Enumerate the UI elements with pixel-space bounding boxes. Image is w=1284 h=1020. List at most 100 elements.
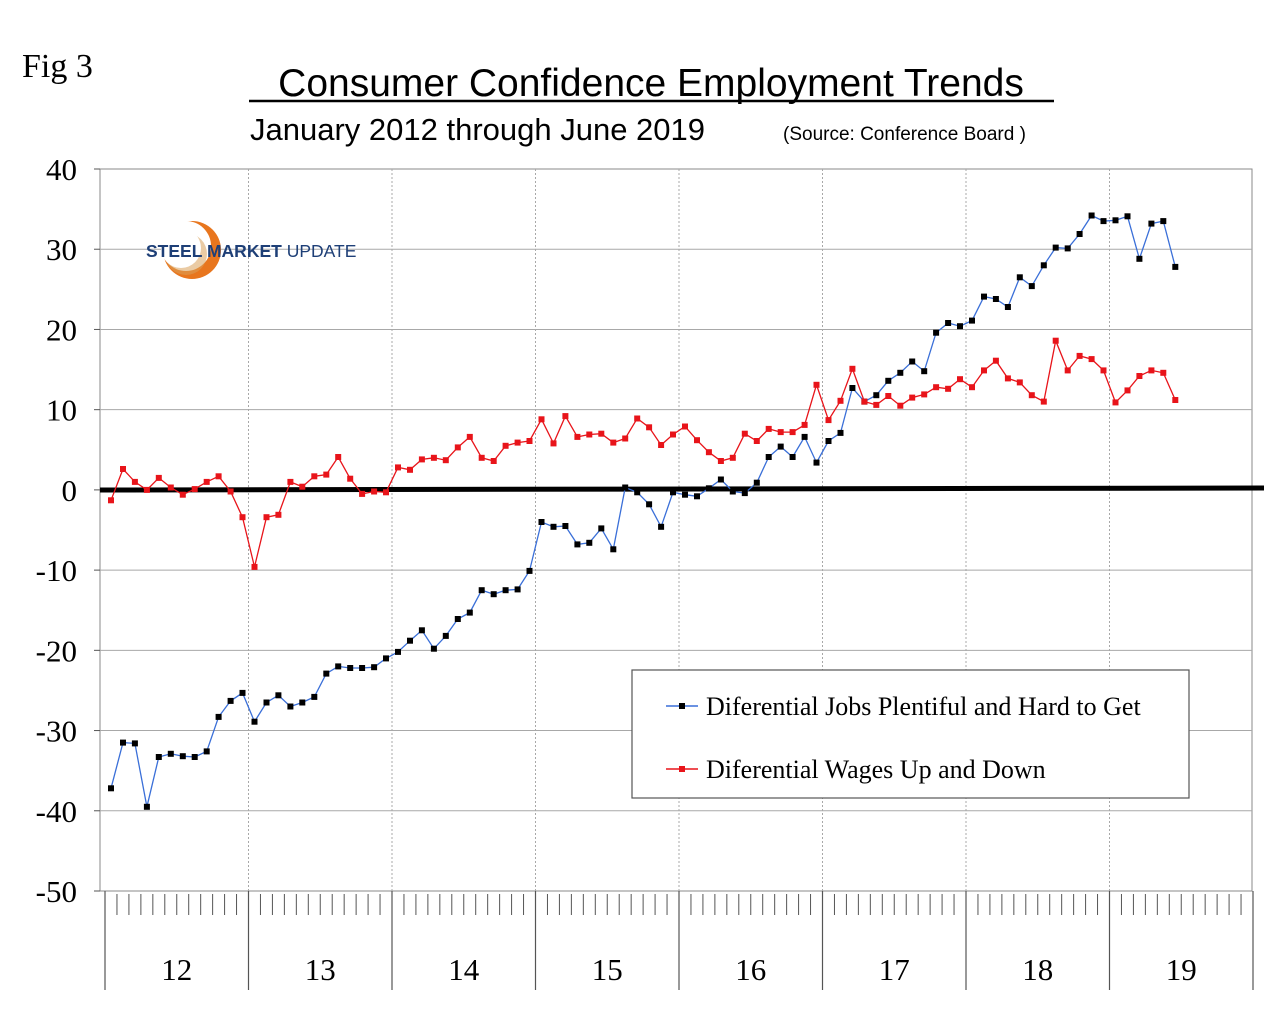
data-point (825, 438, 832, 444)
data-point (777, 429, 784, 436)
data-point (765, 425, 772, 432)
steel-market-update-logo: STEEL MARKET UPDATE (146, 221, 356, 279)
data-point (1112, 217, 1119, 224)
data-point (969, 317, 975, 324)
data-point (478, 454, 485, 461)
data-point (311, 693, 318, 700)
data-point (1052, 337, 1059, 344)
legend-item: Diferential Wages Up and Down (666, 755, 1046, 784)
data-point (454, 444, 461, 451)
data-point (694, 437, 700, 444)
series-wages (108, 337, 1179, 570)
data-point (801, 421, 808, 428)
data-point (909, 394, 916, 401)
data-point (418, 627, 425, 634)
logo-word-update: UPDATE (287, 241, 357, 261)
year-label: 14 (448, 952, 480, 987)
zero-line (99, 485, 1265, 493)
logo-swoosh-icon (161, 221, 221, 279)
data-point (897, 402, 904, 409)
data-point (239, 689, 246, 696)
data-point (108, 785, 114, 792)
data-point (957, 376, 963, 383)
chart-source: (Source: Conference Board ) (783, 124, 1026, 145)
data-point (335, 454, 342, 460)
data-point (203, 748, 210, 755)
data-point (502, 587, 509, 594)
data-point (120, 466, 126, 472)
data-point (143, 486, 150, 493)
data-point (287, 478, 294, 485)
data-point (885, 377, 892, 384)
year-label: 16 (735, 952, 766, 987)
data-point (921, 368, 928, 375)
data-point (885, 393, 892, 399)
data-point (323, 670, 330, 677)
legend-marker (679, 766, 685, 772)
data-point (227, 488, 234, 495)
data-point (837, 429, 844, 436)
data-point (610, 439, 617, 446)
data-point (969, 384, 975, 391)
data-point (753, 438, 760, 444)
data-point (538, 519, 545, 525)
x-axis: 12 13 14 15 16 17 18 19 (104, 891, 1254, 990)
data-point (478, 587, 485, 594)
y-axis: 40 30 20 10 0 -10 -20 -30 -40 -50 (36, 152, 100, 909)
data-point (933, 329, 940, 336)
data-point (897, 369, 904, 376)
data-point (909, 358, 916, 365)
data-point (813, 381, 820, 388)
data-point (1160, 369, 1167, 376)
data-point (1016, 274, 1023, 281)
data-point (167, 750, 174, 757)
data-point (526, 438, 533, 444)
data-point (598, 430, 605, 437)
data-point (131, 478, 138, 485)
year-label: 13 (305, 952, 336, 987)
y-tick-label: 30 (46, 232, 77, 267)
series-line (110, 338, 1176, 568)
data-point (287, 703, 294, 710)
data-point (143, 803, 150, 810)
y-tick-label: 10 (46, 393, 77, 428)
data-point (466, 433, 473, 440)
svg-text:STEEL MARKET UPDAT: STEEL MARKET UPDATE (146, 241, 356, 261)
data-point (729, 488, 736, 495)
data-point (873, 392, 880, 399)
data-point (490, 591, 497, 598)
y-tick-label: 0 (62, 473, 78, 508)
data-point (371, 664, 378, 671)
data-point (1076, 231, 1083, 237)
data-point (383, 655, 389, 662)
chart-subtitle: January 2012 through June 2019 (250, 112, 705, 147)
data-point (1148, 220, 1155, 227)
data-point (694, 493, 700, 500)
data-point (717, 458, 724, 464)
data-point (1124, 213, 1131, 220)
data-point (813, 459, 820, 466)
data-point (1172, 397, 1179, 403)
data-point (622, 435, 629, 442)
data-point (873, 401, 880, 408)
data-point (646, 424, 653, 431)
data-point (1040, 262, 1047, 269)
data-point (562, 413, 569, 420)
data-point (921, 391, 928, 398)
data-point (945, 385, 952, 392)
data-point (359, 665, 366, 671)
data-point (203, 478, 210, 485)
data-point (777, 443, 784, 450)
data-point (442, 632, 449, 639)
data-point (957, 323, 963, 330)
data-point (131, 740, 138, 747)
data-point (538, 416, 545, 423)
data-point (347, 475, 354, 482)
data-point (239, 514, 246, 521)
logo-word-steel: STEEL (146, 241, 203, 261)
data-point (466, 609, 473, 616)
data-point (586, 431, 593, 438)
y-tick-label: -40 (36, 794, 77, 829)
data-point (179, 491, 186, 498)
